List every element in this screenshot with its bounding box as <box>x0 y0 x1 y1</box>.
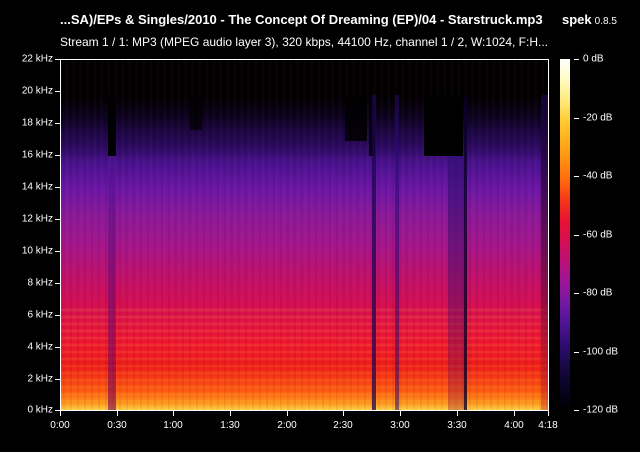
y-tick-label: 0 kHz <box>27 404 53 416</box>
x-tick <box>287 411 288 416</box>
file-title: ...SA)/EPs & Singles/2010 - The Concept … <box>60 12 543 27</box>
x-tick <box>548 411 549 416</box>
x-tick <box>117 411 118 416</box>
y-tick <box>55 123 60 124</box>
x-tick-label: 4:18 <box>538 420 558 431</box>
colorbar-tick-label: -100 dB <box>583 346 619 358</box>
y-tick-label: 14 kHz <box>21 181 53 193</box>
y-tick-label: 10 kHz <box>21 245 53 257</box>
spectrogram-cutoff-zone <box>61 95 548 156</box>
quiet-section <box>448 155 464 410</box>
y-tick <box>55 410 60 411</box>
x-tick-label: 4:00 <box>504 420 524 431</box>
colorbar-tick-label: 0 dB <box>583 53 604 65</box>
y-tick <box>55 347 60 348</box>
y-tick <box>55 315 60 316</box>
x-tick <box>173 411 174 416</box>
y-tick <box>55 219 60 220</box>
app-name: spek <box>562 12 592 27</box>
quiet-section <box>394 95 400 410</box>
x-tick-label: 3:00 <box>390 420 410 431</box>
colorbar-tick <box>574 352 579 353</box>
y-tick-label: 4 kHz <box>27 341 53 353</box>
spectrogram-gap <box>107 95 116 156</box>
spectrogram-gap <box>423 95 463 156</box>
y-tick-label: 6 kHz <box>27 309 53 321</box>
y-tick <box>55 379 60 380</box>
colorbar-tick <box>574 59 579 60</box>
colorbar-tick <box>574 293 579 294</box>
quiet-section <box>464 95 467 410</box>
quiet-section <box>371 95 376 410</box>
y-tick-label: 2 kHz <box>27 373 53 385</box>
stream-info: Stream 1 / 1: MP3 (MPEG audio layer 3), … <box>60 35 549 49</box>
colorbar-tick-label: -20 dB <box>583 112 613 124</box>
colorbar-tick-label: -120 dB <box>583 404 619 416</box>
y-tick-label: 22 kHz <box>21 53 53 65</box>
x-tick-label: 1:30 <box>220 420 240 431</box>
y-tick <box>55 251 60 252</box>
spectrogram-plot <box>60 59 549 411</box>
spectrogram-low-band-texture <box>61 305 548 410</box>
colorbar-tick <box>574 176 579 177</box>
x-tick-label: 1:00 <box>163 420 183 431</box>
x-tick <box>457 411 458 416</box>
y-tick <box>55 187 60 188</box>
app-version: 0.8.5 <box>594 16 617 27</box>
x-tick <box>514 411 515 416</box>
spectrogram-texture <box>61 60 548 410</box>
colorbar-tick <box>574 410 579 411</box>
app-branding: spek 0.8.5 <box>562 12 617 27</box>
x-tick-label: 2:30 <box>333 420 353 431</box>
colorbar-tick-label: -80 dB <box>583 287 613 299</box>
colorbar-tick-label: -40 dB <box>583 170 613 182</box>
quiet-section <box>541 95 548 410</box>
colorbar-tick <box>574 235 579 236</box>
spectrogram-gap <box>190 95 203 130</box>
y-tick <box>55 283 60 284</box>
x-tick <box>400 411 401 416</box>
colorbar-tick <box>574 118 579 119</box>
x-tick-label: 0:30 <box>107 420 127 431</box>
x-tick <box>343 411 344 416</box>
y-tick-label: 8 kHz <box>27 277 53 289</box>
y-tick-label: 20 kHz <box>21 85 53 97</box>
y-tick <box>55 155 60 156</box>
x-tick-label: 0:00 <box>50 420 70 431</box>
quiet-section <box>107 155 116 410</box>
x-tick <box>230 411 231 416</box>
colorbar-tick-label: -60 dB <box>583 229 613 241</box>
spectrogram-gap <box>345 95 368 141</box>
y-tick-label: 16 kHz <box>21 149 53 161</box>
x-tick <box>60 411 61 416</box>
y-tick-label: 18 kHz <box>21 117 53 129</box>
x-tick-label: 3:30 <box>447 420 467 431</box>
y-tick <box>55 91 60 92</box>
y-tick <box>55 59 60 60</box>
y-tick-label: 12 kHz <box>21 213 53 225</box>
colorbar <box>560 59 570 411</box>
x-tick-label: 2:00 <box>277 420 297 431</box>
